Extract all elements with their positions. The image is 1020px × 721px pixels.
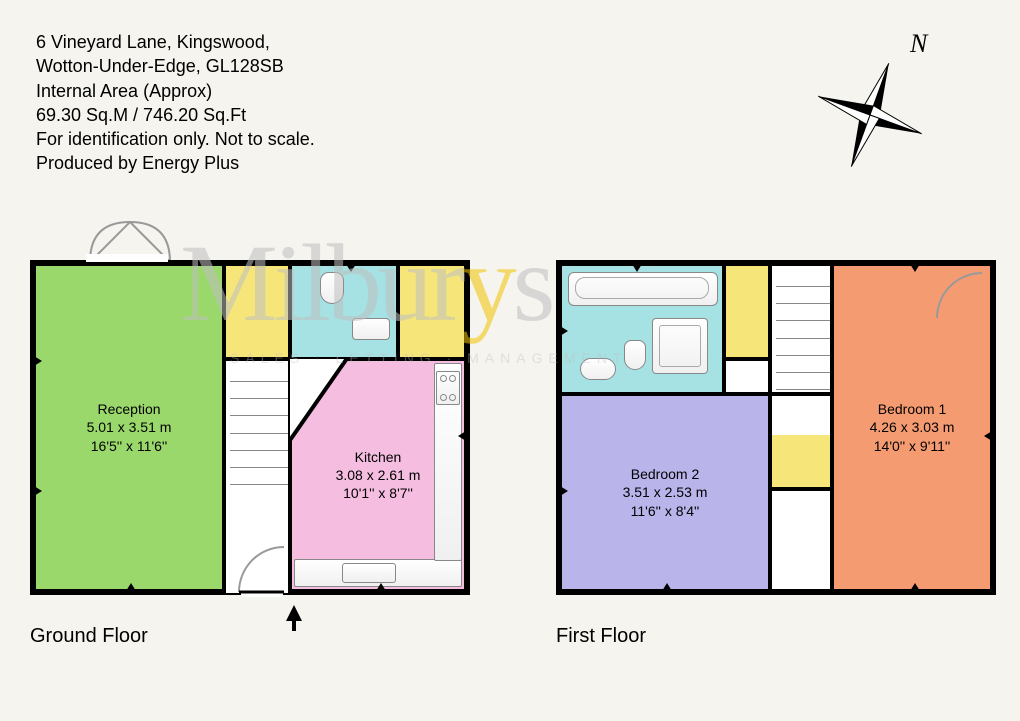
bedroom2-dims-m: 3.51 x 2.53 m [623,483,708,501]
hob-icon [436,371,460,405]
ground-floor: Reception 5.01 x 3.51 m 16'5'' x 11'6'' … [30,260,470,648]
room-wc [288,262,400,361]
tick-icon [560,326,568,336]
entry-arrow-icon [286,605,302,621]
bedroom2-name: Bedroom 2 [631,465,699,483]
kitchen-sink-icon [342,563,396,583]
room-reception: Reception 5.01 x 3.51 m 16'5'' x 11'6'' [32,262,226,593]
sink-icon [352,318,390,340]
stairs-icon [776,270,830,390]
room-stairs-first [768,262,834,396]
door-bed1-icon [932,268,988,324]
tick-icon [632,264,642,272]
bathtub-icon [568,272,718,306]
tick-icon [34,356,42,366]
bedroom2-dims-ft: 11'6'' x 8'4'' [631,502,700,520]
reception-dims-ft: 16'5'' x 11'6'' [91,437,168,455]
tick-icon [346,264,356,272]
toilet-icon [320,272,344,304]
toilet-icon [624,340,646,370]
producer: Produced by Energy Plus [36,151,315,175]
room-bedroom-1: Bedroom 1 4.26 x 3.03 m 14'0'' x 9'11'' [830,262,994,593]
room-bath [558,262,726,396]
room-landing-2 [768,487,834,593]
kitchen-name: Kitchen [355,448,402,466]
first-floor-label: First Floor [556,625,996,648]
watermark-post: s [513,222,552,344]
reception-name: Reception [97,400,160,418]
shower-icon [652,318,708,374]
tick-icon [910,583,920,591]
tick-icon [376,583,386,591]
first-plan: Bedroom 1 4.26 x 3.03 m 14'0'' x 9'11'' … [556,260,996,595]
disclaimer: For identification only. Not to scale. [36,127,315,151]
room-kitchen: Kitchen 3.08 x 2.61 m 10'1'' x 8'7'' [288,357,468,593]
reception-dims-m: 5.01 x 3.51 m [87,418,172,436]
room-closet-mid [722,262,772,361]
tick-icon [34,486,42,496]
room-landing [768,392,834,435]
kitchen-dims-m: 3.08 x 2.61 m [336,466,421,484]
address-line-2: Wotton-Under-Edge, GL128SB [36,54,315,78]
room-hall-closet [222,262,292,361]
address-line-1: 6 Vineyard Lane, Kingswood, [36,30,315,54]
kitchen-door-icon [288,357,358,447]
area-label: Internal Area (Approx) [36,79,315,103]
room-closet-bottom [768,431,834,491]
tick-icon [984,431,992,441]
room-closet-right [396,262,468,361]
ground-plan: Reception 5.01 x 3.51 m 16'5'' x 11'6'' … [30,260,470,595]
bedroom1-dims-m: 4.26 x 3.03 m [870,418,955,436]
bedroom1-name: Bedroom 1 [878,400,946,418]
compass-n-label: N [909,30,929,58]
first-floor: Bedroom 1 4.26 x 3.03 m 14'0'' x 9'11'' … [556,260,996,648]
tick-icon [458,431,466,441]
header-block: 6 Vineyard Lane, Kingswood, Wotton-Under… [36,30,315,176]
tick-icon [560,486,568,496]
tick-icon [910,264,920,272]
bedroom1-dims-ft: 14'0'' x 9'11'' [874,437,951,455]
basin-icon [580,358,616,380]
stairs-icon [230,365,288,485]
area-value: 69.30 Sq.M / 746.20 Sq.Ft [36,103,315,127]
tick-icon [126,583,136,591]
tick-icon [662,583,672,591]
ground-floor-label: Ground Floor [30,625,470,648]
door-hall-icon [234,542,290,598]
compass-icon: N [800,30,940,170]
kitchen-dims-ft: 10'1'' x 8'7'' [343,484,413,502]
room-bedroom-2: Bedroom 2 3.51 x 2.53 m 11'6'' x 8'4'' [558,392,772,593]
